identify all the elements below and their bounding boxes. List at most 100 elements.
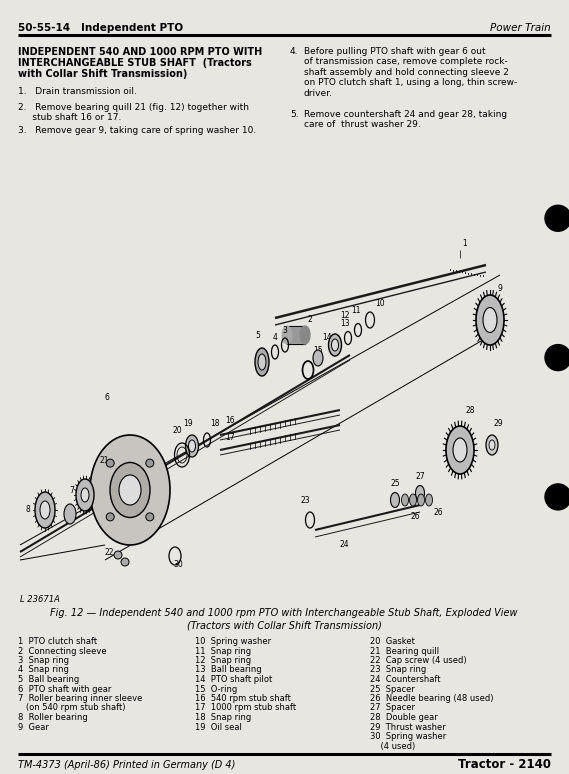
Text: 14  PTO shaft pilot: 14 PTO shaft pilot [195,675,272,684]
Ellipse shape [76,479,94,511]
Text: 5.: 5. [290,110,299,119]
Text: 21: 21 [100,456,109,465]
Text: 20  Gasket: 20 Gasket [370,637,415,646]
Text: 22: 22 [105,548,114,557]
Text: 16: 16 [225,416,234,425]
Ellipse shape [328,334,341,356]
Text: Before pulling PTO shaft with gear 6 out
of transmission case, remove complete r: Before pulling PTO shaft with gear 6 out… [304,47,517,98]
Text: 18  Snap ring: 18 Snap ring [195,713,251,722]
Ellipse shape [110,463,150,518]
Text: with Collar Shift Transmission): with Collar Shift Transmission) [18,69,187,79]
Text: Fig. 12 — Independent 540 and 1000 rpm PTO with Interchangeable Stub Shaft, Expl: Fig. 12 — Independent 540 and 1000 rpm P… [50,608,518,618]
Text: 27: 27 [415,472,425,481]
Text: 26  Needle bearing (48 used): 26 Needle bearing (48 used) [370,694,493,703]
Text: Tractor - 2140: Tractor - 2140 [458,758,551,771]
Ellipse shape [300,326,310,344]
Circle shape [545,484,569,510]
Text: 3.   Remove gear 9, taking care of spring washer 10.: 3. Remove gear 9, taking care of spring … [18,126,256,135]
Ellipse shape [418,494,424,506]
Text: 16  540 rpm stub shaft: 16 540 rpm stub shaft [195,694,291,703]
Text: 5  Ball bearing: 5 Ball bearing [18,675,79,684]
Text: 23: 23 [300,496,310,505]
Text: INDEPENDENT 540 AND 1000 RPM PTO WITH: INDEPENDENT 540 AND 1000 RPM PTO WITH [18,47,262,57]
Ellipse shape [64,504,76,524]
Text: 30: 30 [173,560,183,569]
Ellipse shape [81,488,89,502]
Text: 17  1000 rpm stub shaft: 17 1000 rpm stub shaft [195,704,296,713]
Ellipse shape [185,435,199,457]
Text: 4: 4 [273,333,278,342]
Text: 11: 11 [351,306,361,315]
Text: 1.   Drain transmission oil.: 1. Drain transmission oil. [18,87,137,96]
Text: 28: 28 [465,406,475,415]
Ellipse shape [119,475,141,505]
Text: 29: 29 [493,419,503,428]
Text: 19  Oil seal: 19 Oil seal [195,722,242,731]
Ellipse shape [313,350,323,366]
Text: 24: 24 [340,540,349,549]
Text: 25  Spacer: 25 Spacer [370,684,415,694]
Text: 19: 19 [183,419,193,428]
Ellipse shape [486,435,498,455]
Text: 7: 7 [69,486,75,495]
Ellipse shape [410,494,417,506]
Circle shape [114,551,122,559]
Ellipse shape [453,438,467,462]
Text: 9: 9 [497,284,502,293]
Circle shape [146,459,154,467]
Ellipse shape [332,339,339,351]
Text: 29  Thrust washer: 29 Thrust washer [370,722,446,731]
Text: 6: 6 [105,393,110,402]
Text: 4  Snap ring: 4 Snap ring [18,666,69,674]
Ellipse shape [402,494,409,506]
Text: 50-55-14   Independent PTO: 50-55-14 Independent PTO [18,23,183,33]
Ellipse shape [489,440,495,450]
Text: TM-4373 (April-86) Printed in Germany (D 4): TM-4373 (April-86) Printed in Germany (D… [18,760,236,770]
Text: 1  PTO clutch shaft: 1 PTO clutch shaft [18,637,97,646]
Text: 13  Ball bearing: 13 Ball bearing [195,666,262,674]
Text: 8  Roller bearing: 8 Roller bearing [18,713,88,722]
Text: 21  Bearing quill: 21 Bearing quill [370,646,439,656]
Text: 20: 20 [172,426,182,435]
Ellipse shape [258,354,266,370]
Text: 10: 10 [375,299,385,308]
Ellipse shape [282,326,292,344]
Ellipse shape [476,295,504,345]
Text: 15  O-ring: 15 O-ring [195,684,237,694]
Circle shape [106,459,114,467]
Ellipse shape [188,440,196,452]
Ellipse shape [90,435,170,545]
Circle shape [106,513,114,521]
Text: 2  Connecting sleeve: 2 Connecting sleeve [18,646,106,656]
Text: 13: 13 [340,319,349,328]
Text: 22  Cap screw (4 used): 22 Cap screw (4 used) [370,656,467,665]
Text: 9  Gear: 9 Gear [18,722,49,731]
Text: 26: 26 [410,512,420,521]
Ellipse shape [40,501,50,519]
Text: 25: 25 [390,479,400,488]
Text: 3  Snap ring: 3 Snap ring [18,656,69,665]
Text: 15: 15 [313,346,323,355]
Ellipse shape [35,492,55,528]
Text: 24  Countershaft: 24 Countershaft [370,675,440,684]
Text: 17: 17 [225,433,234,442]
Text: 12  Snap ring: 12 Snap ring [195,656,251,665]
Ellipse shape [446,426,474,474]
Text: 30  Spring washer: 30 Spring washer [370,732,446,741]
Text: 7  Roller bearing inner sleeve: 7 Roller bearing inner sleeve [18,694,142,703]
Text: 14: 14 [322,333,332,342]
Text: 4.: 4. [290,47,299,56]
Text: (4 used): (4 used) [370,741,415,751]
Text: 12: 12 [340,311,350,320]
Text: L 23671A: L 23671A [20,595,60,604]
Ellipse shape [255,348,269,376]
Circle shape [545,344,569,371]
Text: Power Train: Power Train [490,23,551,33]
Text: 23  Snap ring: 23 Snap ring [370,666,426,674]
Text: 27  Spacer: 27 Spacer [370,704,415,713]
Ellipse shape [483,307,497,333]
Text: 8: 8 [25,505,30,515]
Text: 18: 18 [210,419,220,428]
Ellipse shape [426,494,432,506]
Text: (on 540 rpm stub shaft): (on 540 rpm stub shaft) [18,704,126,713]
